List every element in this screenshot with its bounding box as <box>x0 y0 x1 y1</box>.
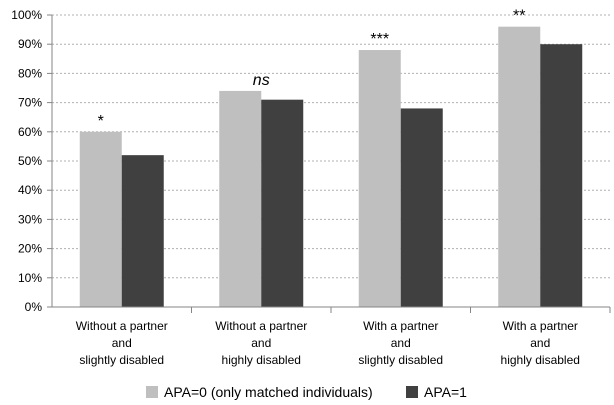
significance-labels: *ns***** <box>98 8 526 130</box>
bar-apa1 <box>540 44 583 307</box>
bar-apa0 <box>358 50 401 307</box>
y-tick-label: 30% <box>18 212 42 226</box>
x-category-label: highly disabled <box>501 353 580 367</box>
x-category-label: and <box>391 336 411 350</box>
x-category-label: With a partner <box>363 319 438 333</box>
significance-label: ns <box>253 72 270 89</box>
legend: APA=0 (only matched individuals) APA=1 <box>146 384 467 400</box>
legend-label: APA=0 (only matched individuals) <box>164 384 373 400</box>
y-tick-label: 10% <box>18 271 42 285</box>
bar-apa1 <box>400 108 443 307</box>
y-tick-label: 40% <box>18 183 42 197</box>
legend-label: APA=1 <box>424 384 467 400</box>
bar-apa0 <box>498 26 541 308</box>
y-tick-label: 0% <box>25 300 43 314</box>
bars <box>79 26 583 308</box>
x-category-label: and <box>251 336 271 350</box>
significance-label: ** <box>513 8 525 25</box>
legend-swatch <box>406 386 418 398</box>
y-tick-label: 100% <box>11 8 42 22</box>
y-tick-label: 70% <box>18 96 42 110</box>
y-tick-label: 90% <box>18 37 42 51</box>
x-category-label: and <box>530 336 550 350</box>
bar-apa1 <box>121 155 164 307</box>
x-category-label: Without a partner <box>76 319 168 333</box>
x-category-label: slightly disabled <box>358 353 443 367</box>
x-category-label: With a partner <box>503 319 578 333</box>
bar-apa0 <box>219 90 262 307</box>
x-category-label: highly disabled <box>222 353 301 367</box>
y-tick-label: 50% <box>18 154 42 168</box>
y-tick-label: 80% <box>18 66 42 80</box>
bar-apa0 <box>79 131 122 307</box>
legend-swatch <box>146 386 158 398</box>
x-category-label: and <box>112 336 132 350</box>
y-axis: 0% 10% 20% 30% 40% 50% 60% 70% 80% 90% 100% <box>11 8 53 314</box>
x-axis: Without a partner and slightly disabled Wit… <box>52 306 611 367</box>
bar-apa1 <box>261 99 304 308</box>
x-category-label: slightly disabled <box>79 353 164 367</box>
y-tick-label: 20% <box>18 242 42 256</box>
x-category-label: Without a partner <box>215 319 307 333</box>
significance-label: *** <box>370 31 389 48</box>
significance-label: * <box>98 113 104 130</box>
y-tick-label: 60% <box>18 125 42 139</box>
